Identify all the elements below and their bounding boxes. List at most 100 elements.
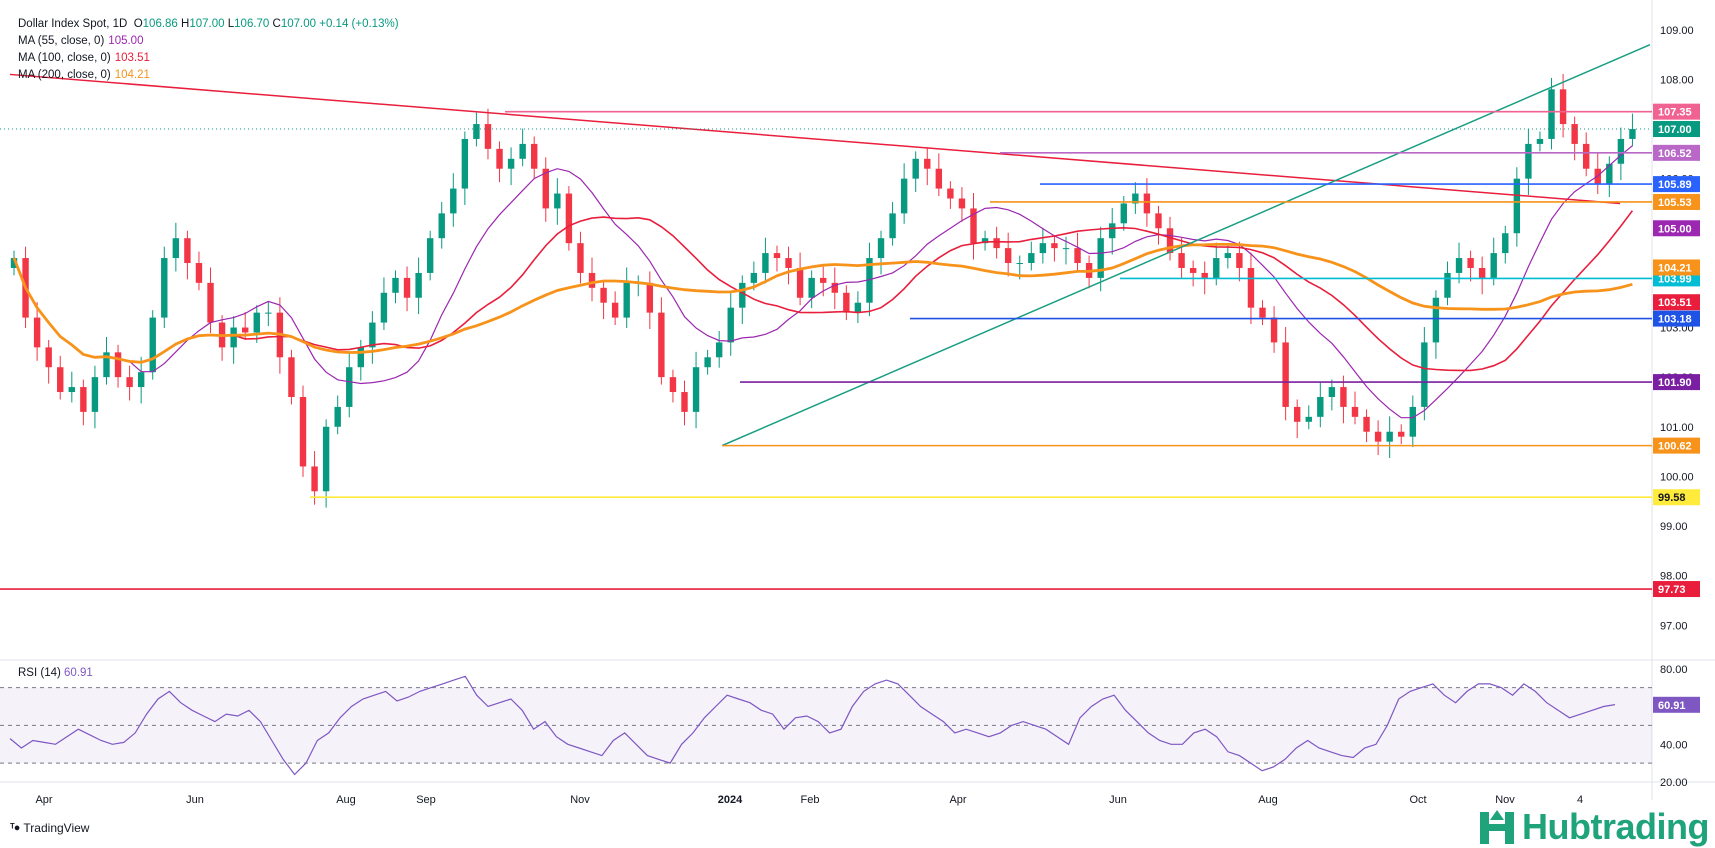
hubtrading-logo: Hubtrading — [1478, 806, 1709, 848]
level-tag — [1653, 437, 1700, 454]
ma100-line — [13, 210, 1634, 372]
ma200-value: 104.21 — [114, 69, 150, 81]
ma100-legend[interactable]: MA (100, close, 0) 103.51 — [18, 52, 150, 64]
candle-body — [1016, 263, 1023, 265]
rsi-value: 60.91 — [64, 667, 93, 679]
price-tick-label: 97.00 — [1660, 620, 1688, 632]
ma-tag — [1653, 259, 1700, 276]
candle-body — [126, 377, 133, 388]
candle-body — [796, 267, 804, 298]
candle-body — [623, 282, 630, 318]
candle-body — [588, 272, 596, 288]
candle-body — [947, 188, 954, 199]
candle-body — [808, 277, 815, 298]
candle-body — [1617, 138, 1625, 164]
candle-body — [646, 282, 654, 313]
rsi-legend[interactable]: RSI (14) 60.91 — [18, 667, 93, 679]
candle-body — [935, 168, 943, 189]
time-tick-label: Apr — [949, 794, 966, 806]
candle-body — [80, 387, 87, 412]
candle-body — [958, 198, 966, 209]
interval[interactable]: 1D — [112, 18, 128, 30]
symbol-name[interactable]: Dollar Index Spot — [18, 18, 107, 30]
candle-body — [1478, 267, 1486, 278]
time-tick-label: Apr — [35, 794, 52, 806]
last-price-label: 107.00 — [1658, 124, 1692, 136]
level-label: 103.18 — [1658, 314, 1692, 326]
level-tag — [1653, 581, 1700, 598]
candle-body — [1398, 431, 1405, 437]
price-tick-label: 98.00 — [1660, 571, 1688, 583]
ma55-legend[interactable]: MA (55, close, 0) 105.00 — [18, 35, 144, 47]
candle-body — [531, 143, 538, 169]
candle-body — [230, 327, 237, 348]
candle-body — [380, 292, 388, 323]
candle-body — [1259, 307, 1266, 318]
candle-body — [33, 317, 41, 348]
candle-body — [831, 282, 838, 293]
open-value: 106.86 — [142, 18, 178, 30]
level-label: 101.90 — [1658, 377, 1692, 389]
level-tag — [1653, 103, 1700, 120]
candle-body — [519, 143, 526, 159]
close-value: 107.00 — [280, 18, 317, 30]
candle-body — [762, 253, 769, 273]
rsi-tag-label: 60.91 — [1658, 700, 1686, 712]
candle-body — [403, 277, 411, 298]
candle-body — [1317, 396, 1324, 417]
candle-body — [299, 396, 307, 467]
candle-body — [658, 312, 665, 378]
candle-body — [1213, 258, 1220, 278]
candle-body — [1571, 124, 1578, 144]
candle-body — [912, 158, 919, 179]
level-label: 105.89 — [1658, 179, 1692, 191]
candle-body — [1386, 431, 1393, 442]
ma-tag — [1653, 220, 1700, 237]
candle-body — [195, 263, 203, 283]
candle-body — [704, 357, 711, 368]
ohlc-row: Dollar Index Spot, 1D O106.86 H107.00 L1… — [18, 18, 399, 30]
candle-body — [114, 352, 122, 378]
candle-body — [750, 272, 758, 283]
time-tick-label: Aug — [1258, 794, 1278, 806]
candle-body — [1606, 163, 1613, 184]
time-tick-label: Sep — [416, 794, 436, 806]
candle-body — [1178, 253, 1185, 268]
candle-body — [681, 392, 688, 412]
rsi-tick-label: 20.00 — [1660, 777, 1688, 789]
candle-body — [207, 282, 214, 323]
candle-body — [1444, 272, 1451, 298]
candle-body — [1189, 267, 1197, 273]
candle-body — [600, 287, 607, 303]
candle-body — [1166, 228, 1174, 254]
candle-body — [981, 238, 989, 244]
candle-body — [669, 377, 677, 393]
candle-body — [1432, 297, 1440, 343]
hubtrading-wordmark: Hubtrading — [1522, 806, 1709, 847]
candle-body — [1455, 258, 1463, 273]
candle-body — [1305, 416, 1312, 422]
candle-body — [1293, 406, 1301, 422]
time-tick-label: Jun — [1109, 794, 1127, 806]
candle-body — [611, 302, 619, 318]
candle-body — [1374, 431, 1382, 442]
candle-body — [1039, 243, 1047, 254]
candle-body — [57, 367, 64, 393]
candle-body — [357, 347, 365, 368]
ma100-value: 103.51 — [114, 52, 150, 64]
level-tag — [1653, 489, 1700, 506]
chart-legend: Dollar Index Spot, 1D O106.86 H107.00 L1… — [18, 16, 399, 84]
candle-body — [1155, 213, 1162, 229]
rsi-label: RSI (14) — [18, 667, 61, 679]
candle-body — [103, 352, 110, 378]
price-tick-label: 109.00 — [1660, 25, 1694, 37]
candle-body — [507, 158, 515, 169]
level-tag — [1653, 144, 1700, 161]
candle-body — [461, 138, 469, 189]
tradingview-logo[interactable]: ᵀ● TradingView — [10, 821, 89, 835]
price-tick-label: 101.00 — [1660, 422, 1694, 434]
ma200-legend[interactable]: MA (200, close, 0) 104.21 — [18, 69, 150, 81]
candle-body — [68, 387, 76, 393]
candle-body — [1421, 342, 1428, 407]
